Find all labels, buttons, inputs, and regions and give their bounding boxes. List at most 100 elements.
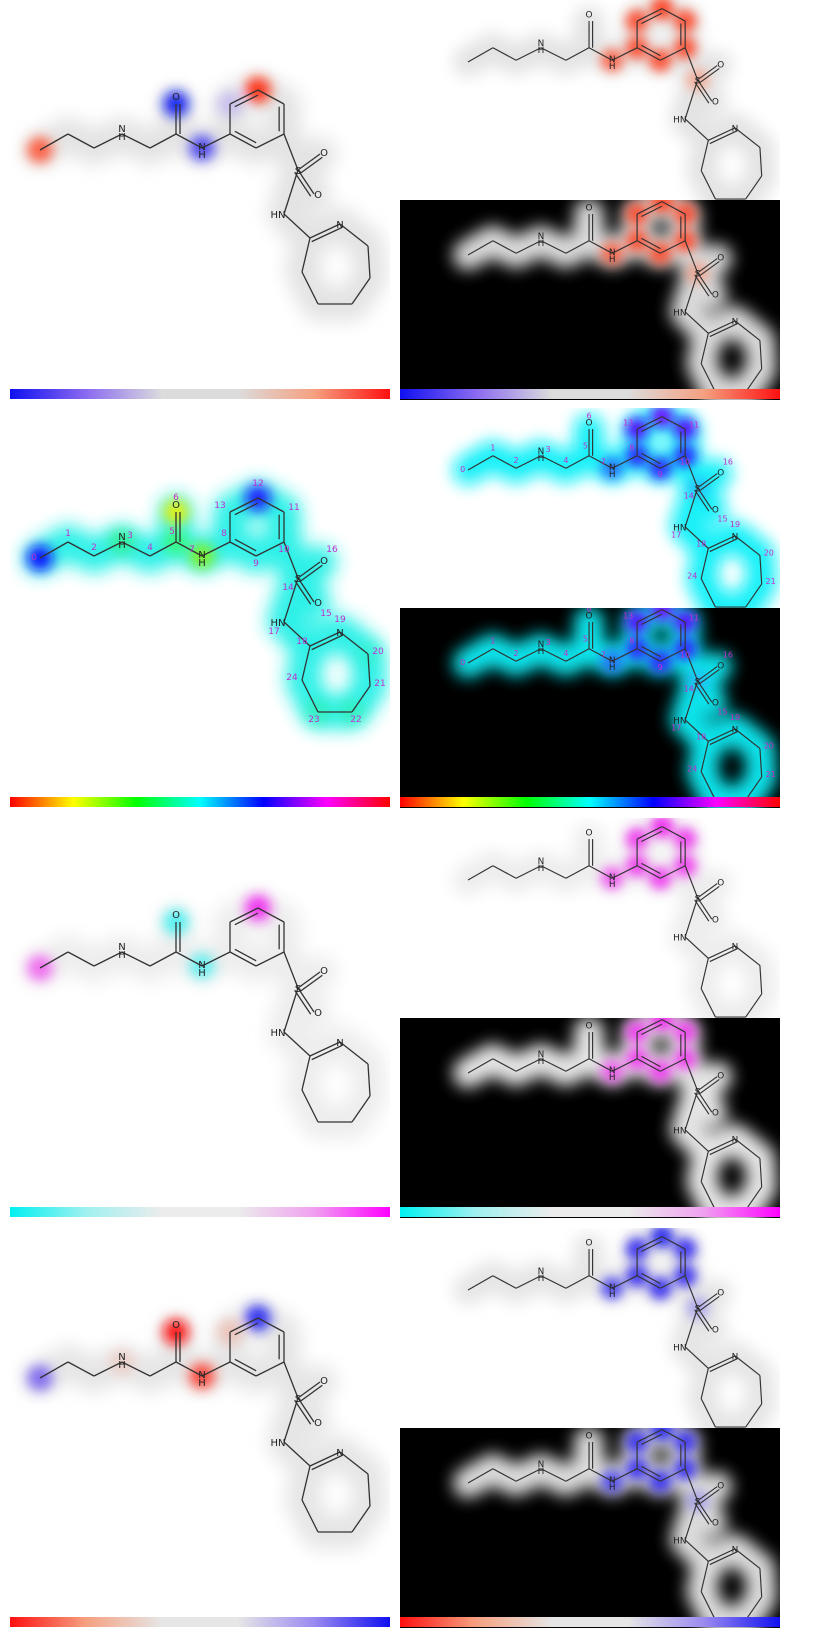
bond <box>636 609 663 623</box>
bond <box>255 951 285 967</box>
atom-label: N <box>732 532 739 542</box>
atom-index-label: 8 <box>629 636 634 645</box>
aromatic-bond <box>234 1322 259 1336</box>
atom-label: H <box>609 62 616 72</box>
bond <box>700 548 709 579</box>
atom-label: O <box>717 1481 724 1491</box>
bond <box>301 679 319 713</box>
atom-label: N <box>732 942 739 952</box>
bond <box>636 648 661 662</box>
bond <box>297 987 315 1013</box>
halo-atom <box>701 184 730 200</box>
atom-label: S <box>695 76 701 86</box>
bond <box>636 1236 663 1250</box>
bond <box>697 1500 713 1523</box>
atom-index-label: 3 <box>546 638 551 647</box>
bond <box>283 577 299 623</box>
bond <box>697 897 713 920</box>
aromatic-bond <box>641 1240 663 1252</box>
atom-label: HN <box>271 1028 286 1039</box>
aromatic-bond <box>641 862 661 875</box>
atom-label: O <box>712 291 719 301</box>
atom-index-label: 1 <box>65 529 71 539</box>
bond <box>611 47 638 61</box>
bond <box>309 631 341 647</box>
bond <box>283 133 299 171</box>
bond <box>93 951 123 967</box>
atom-label: O <box>712 1519 719 1529</box>
atom-index-label: 11 <box>689 613 699 622</box>
bond <box>684 455 699 489</box>
atom-label: HN <box>673 309 686 319</box>
aromatic-bond <box>234 94 259 108</box>
halo-atom <box>697 494 727 524</box>
bond <box>565 1058 590 1072</box>
atom-label: N <box>732 124 739 134</box>
contribution-hotspot <box>625 610 649 634</box>
similarity-map-2-right-bottom: NHONHSOOHNN01234567891011121314151617181… <box>400 608 780 808</box>
bond <box>684 1275 699 1309</box>
bond <box>149 951 177 967</box>
bond <box>351 277 371 305</box>
atom-index-label: 4 <box>563 456 568 465</box>
bond <box>734 728 761 749</box>
atom-label: H <box>609 663 616 673</box>
bond <box>684 648 699 682</box>
bond <box>611 648 638 662</box>
bond <box>229 907 259 923</box>
atom-label: N <box>732 725 739 735</box>
bond <box>39 1361 69 1379</box>
bond <box>697 272 713 295</box>
bond <box>309 1451 341 1467</box>
halo-atom <box>697 904 727 934</box>
bond <box>255 133 285 149</box>
bond <box>283 1361 299 1399</box>
similarity-map-1-right-bottom: N H O N H S O O HN N <box>400 200 780 400</box>
similarity-map-3-right-top: N H O N H S O O HN N <box>400 818 780 1018</box>
bond <box>661 201 686 215</box>
bond <box>301 271 319 305</box>
bond <box>611 1468 638 1482</box>
bond <box>515 648 542 662</box>
atom-label: O <box>314 598 322 609</box>
atom-index-label: 20 <box>764 741 774 750</box>
bond <box>700 771 716 801</box>
bond <box>301 1499 319 1533</box>
atom-label: S <box>695 1304 701 1314</box>
bond <box>257 497 285 513</box>
bond <box>515 1275 542 1289</box>
bond <box>684 526 709 549</box>
halo-atom <box>574 1234 604 1264</box>
bond <box>684 79 699 120</box>
bond <box>734 1548 761 1569</box>
aromatic-bond <box>641 205 663 217</box>
similarity-map-2-right-top: NHONHSOOHNN01234567891011121314151617181… <box>400 408 780 608</box>
atom-index-label: 6 <box>586 608 591 613</box>
bond <box>351 1095 371 1123</box>
bond <box>611 1058 638 1072</box>
bond <box>734 320 761 341</box>
bond <box>515 240 542 254</box>
atom-label: N <box>118 942 125 953</box>
halo-atom <box>697 687 727 717</box>
contribution-hotspot <box>648 241 672 265</box>
atom-label: O <box>172 910 180 921</box>
atom-index-label: 20 <box>372 647 384 657</box>
double-bond <box>694 682 710 705</box>
double-bond <box>294 1399 312 1425</box>
bond <box>283 951 299 989</box>
atom-label: H <box>198 558 206 569</box>
halo-atom <box>304 1366 336 1398</box>
contribution-hotspot <box>600 1276 624 1300</box>
halo-atom <box>745 1361 775 1390</box>
bond <box>540 1468 567 1482</box>
atom-label: N <box>336 1448 343 1459</box>
bond <box>467 47 494 63</box>
bond <box>661 826 686 840</box>
bond <box>636 47 661 61</box>
similarity-map-4-left: N H O N H S O O HN N <box>10 1228 390 1628</box>
bond <box>684 1090 699 1131</box>
